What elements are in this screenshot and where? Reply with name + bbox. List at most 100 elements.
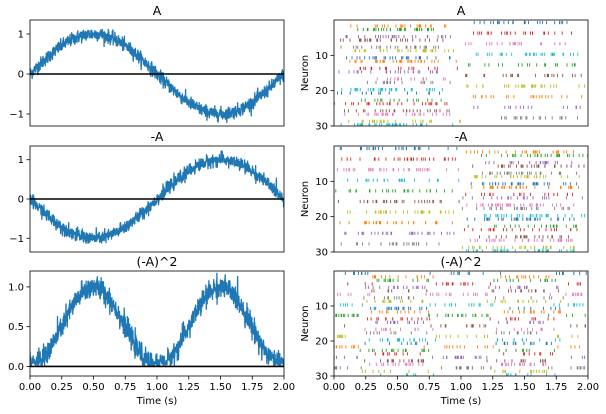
spike-train-3: [376, 278, 556, 282]
spike-train-8: [482, 171, 577, 175]
x-tick-label: 1.75: [241, 382, 263, 393]
spike-train-26: [344, 109, 450, 113]
spike-train-9: [354, 49, 454, 53]
y-tick-label: −1: [9, 234, 24, 245]
series-line: [30, 28, 284, 124]
spike-train-19: [466, 84, 586, 88]
plot-area: [30, 28, 284, 124]
spike-train-1: [344, 271, 587, 275]
spike-train-13: [335, 189, 453, 193]
spike-train-27: [469, 238, 573, 242]
panel-6: (-A)^2 10 20 300.00 0.25 0.50 0.75 1.00 1.25 1.50…: [300, 254, 599, 407]
spike-train-15: [338, 70, 438, 74]
spike-train-12: [371, 310, 562, 314]
x-tick-label: 1.00: [450, 382, 472, 393]
plot-area: [335, 146, 588, 252]
spike-train-9: [473, 175, 580, 179]
panel-title: (-A)^2: [441, 254, 482, 269]
spike-train-23: [361, 98, 442, 102]
spike-train-11: [470, 182, 578, 186]
spike-train-14: [366, 317, 555, 321]
spike-train-6: [340, 38, 444, 42]
spike-train-7: [337, 292, 588, 296]
spike-train-23: [467, 224, 577, 228]
spike-train-24: [374, 352, 553, 356]
spike-train-14: [359, 66, 458, 70]
y-tick-label: 1: [18, 155, 24, 166]
y-tick-label: 30: [315, 248, 328, 259]
plot-area: [30, 150, 284, 244]
series-line: [30, 272, 284, 368]
x-tick-label: 2.00: [577, 382, 599, 393]
spike-train-25: [334, 355, 585, 359]
spike-train-30: [466, 249, 575, 252]
spike-train-25: [473, 105, 581, 109]
y-axis-label: Neuron: [300, 305, 311, 341]
spike-train-8: [340, 45, 439, 49]
spike-train-12: [471, 185, 579, 189]
panel-title: -A: [455, 129, 468, 144]
spike-train-8: [363, 296, 564, 300]
spike-train-3: [481, 153, 588, 158]
spike-train-24: [463, 228, 578, 232]
spike-train-13: [467, 63, 576, 67]
spike-train-7: [464, 42, 566, 46]
spike-train-18: [366, 331, 538, 335]
axes-frame: [333, 19, 589, 127]
spike-train-30: [340, 123, 454, 126]
x-axis-label: Time (s): [136, 396, 178, 407]
y-tick-label: 20: [315, 212, 328, 223]
spike-train-17: [376, 77, 446, 81]
plot-area: [30, 272, 284, 368]
spike-train-30: [380, 373, 556, 376]
panel-title: A: [153, 3, 162, 18]
spike-train-22: [472, 95, 583, 99]
x-tick-label: 1.50: [209, 382, 231, 393]
panel-2: A 10 20 30 Neuron: [300, 3, 589, 133]
x-tick-label: 0.00: [19, 382, 41, 393]
axes-frame: [333, 145, 589, 253]
panel-title: -A: [151, 129, 164, 144]
x-tick-label: 0.25: [51, 382, 73, 393]
y-axis-label: Neuron: [300, 55, 311, 91]
spike-train-24: [334, 102, 448, 106]
y-tick-label: 20: [315, 337, 328, 348]
x-tick-label: 0.50: [386, 382, 408, 393]
spike-train-21: [337, 91, 441, 95]
spike-train-1: [339, 146, 458, 151]
y-tick-label: 10: [315, 302, 328, 313]
panel-5: (-A)^2 1.0 0.5 0.0 0.00 0.25 0.50 0.75 1.00 1.25 1…: [8, 254, 295, 407]
spike-train-4: [347, 282, 581, 286]
spike-train-6: [371, 289, 559, 293]
x-tick-label: 0.25: [355, 382, 377, 393]
x-tick-label: 1.50: [513, 382, 535, 393]
x-axis-label: Time (s): [440, 396, 482, 407]
spike-train-19: [347, 210, 455, 214]
spike-train-16: [344, 324, 586, 328]
spike-train-18: [366, 80, 451, 85]
spike-train-7: [336, 168, 459, 172]
spike-train-28: [340, 242, 440, 246]
spike-train-23: [359, 348, 555, 352]
spike-train-22: [334, 345, 581, 349]
spike-train-16: [337, 199, 460, 204]
spike-train-19: [334, 334, 579, 338]
y-tick-label: 1: [18, 30, 24, 41]
spike-train-17: [364, 327, 555, 331]
panel-4: -A 10 20 30 Neuron: [300, 129, 589, 259]
y-tick-label: 20: [315, 86, 328, 97]
x-tick-label: 2.00: [273, 382, 295, 393]
spike-train-3: [357, 27, 434, 32]
spike-train-2: [372, 275, 550, 279]
spike-train-4: [341, 157, 456, 161]
y-tick-label: −1: [9, 110, 24, 121]
spike-train-2: [465, 150, 574, 154]
spike-train-27: [344, 112, 451, 116]
spike-train-26: [364, 359, 547, 363]
panel-1: A 1 0 −1: [9, 3, 285, 127]
spike-train-26: [479, 235, 569, 239]
x-tick-label: 1.25: [482, 382, 504, 393]
spike-train-5: [345, 35, 451, 39]
x-tick-label: 1.25: [178, 382, 200, 393]
